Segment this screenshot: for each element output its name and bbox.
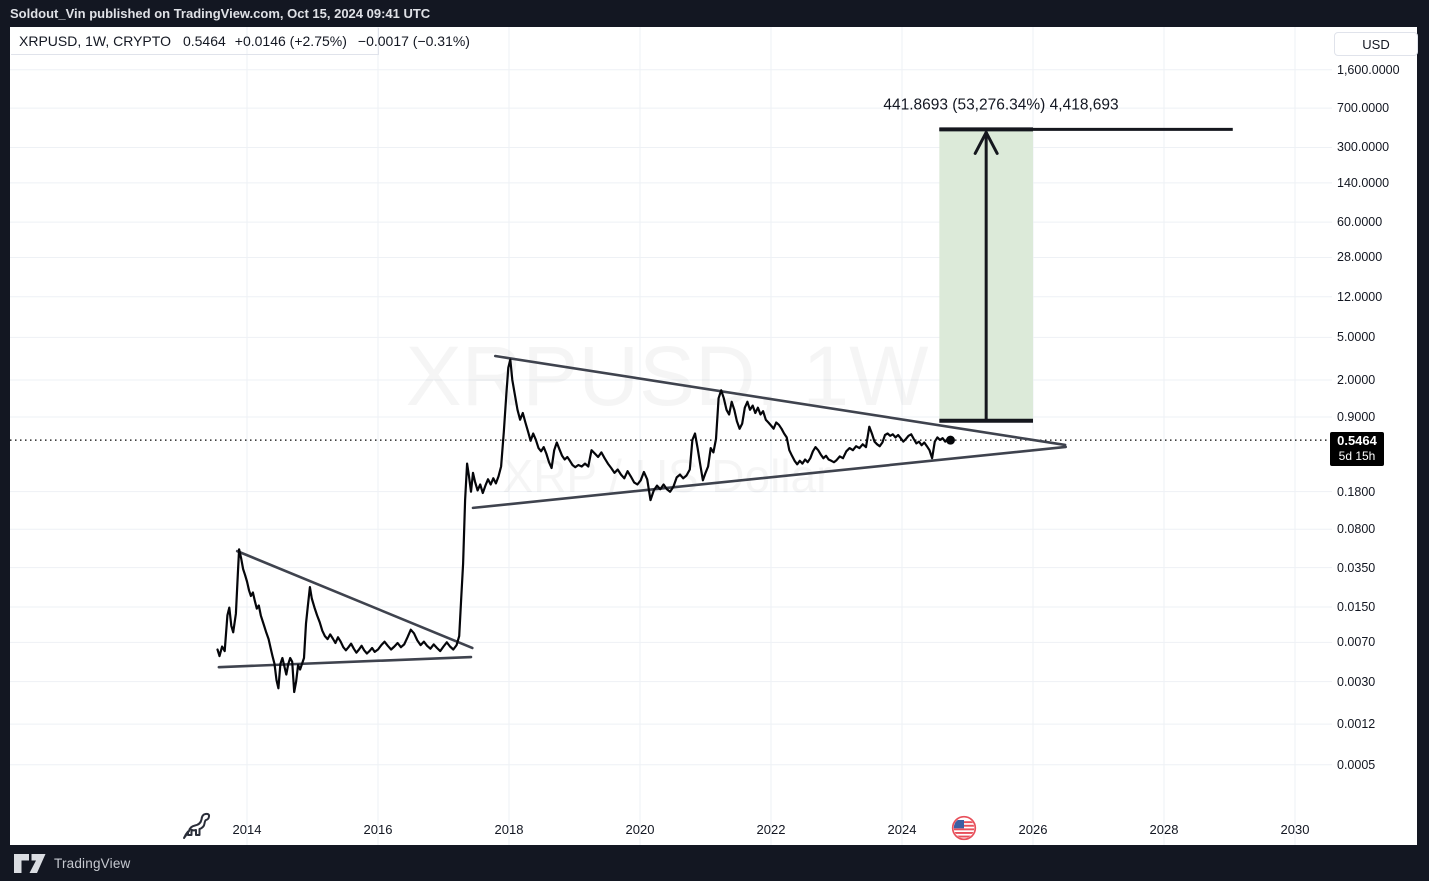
price-scale-label-0.9000: 0.9000 <box>1337 410 1376 424</box>
price-scale-label-0.0350: 0.0350 <box>1337 560 1376 575</box>
price-scale-label-60.0000: 60.0000 <box>1337 215 1383 230</box>
time-scale-label-2022: 2022 <box>756 822 786 837</box>
last-price-value: 0.5464 <box>1337 433 1377 449</box>
tradingview-brand-text[interactable]: TradingView <box>54 855 131 871</box>
footer-bar: TradingView <box>0 845 1429 881</box>
last-price-badge: 0.5464 5d 15h <box>1330 432 1384 467</box>
time-scale-label-2020: 2020 <box>625 822 655 837</box>
price-scale-label-700.0000: 700.0000 <box>1337 101 1390 116</box>
price-scale-label-1,600.0000: 1,600.0000 <box>1337 62 1400 77</box>
price-scale-label-5.0000: 5.0000 <box>1337 330 1376 345</box>
projection-label: 441.8693 (53,276.34%) 4,418,693 <box>883 96 1118 113</box>
projection-arrowhead-left <box>973 130 988 155</box>
time-scale-label-2026: 2026 <box>1018 822 1048 837</box>
time-scale-label-2014: 2014 <box>232 822 262 837</box>
price-scale-label-28.0000: 28.0000 <box>1337 250 1383 265</box>
time-scale-label-2016: 2016 <box>363 822 393 837</box>
trendline-major-ascending-support <box>471 445 1068 510</box>
published-bar: Soldout_Vin published on TradingView.com… <box>0 0 1429 27</box>
price-scale-label-2.0000: 2.0000 <box>1337 372 1376 387</box>
legend-last-price: 0.5464 <box>182 33 226 49</box>
currency-unit-button[interactable]: USD <box>1334 32 1418 56</box>
price-scale-label-0.0070: 0.0070 <box>1337 635 1376 650</box>
price-scale-label-0.0800: 0.0800 <box>1337 522 1376 537</box>
time-scale-label-2018: 2018 <box>494 822 524 837</box>
trendline-early-descending-resistance <box>235 549 474 650</box>
watermark-symbol: XRPUSD, 1W <box>406 329 929 423</box>
price-scale-label-0.0030: 0.0030 <box>1337 674 1376 689</box>
symbol-legend: XRPUSD, 1W, CRYPTO 0.5464 +0.0146 (+2.75… <box>11 28 470 55</box>
trendline-early-support <box>217 655 473 669</box>
price-scale-label-0.0150: 0.0150 <box>1337 599 1376 614</box>
bar-countdown: 5d 15h <box>1338 449 1376 464</box>
us-flag-event-icon[interactable] <box>951 815 977 841</box>
projection-arrowhead-right <box>984 130 999 155</box>
time-scale-label-2028: 2028 <box>1149 822 1179 837</box>
symbol-title: XRPUSD, 1W, CRYPTO <box>19 33 171 49</box>
price-line-series <box>216 358 952 694</box>
price-scale-label-140.0000: 140.0000 <box>1337 175 1390 190</box>
time-scale-label-2024: 2024 <box>887 822 917 837</box>
trendline-major-descending-resistance <box>493 354 1067 447</box>
price-scale-label-12.0000: 12.0000 <box>1337 289 1383 304</box>
price-scale-label-0.0012: 0.0012 <box>1337 717 1376 732</box>
published-text: Soldout_Vin published on TradingView.com… <box>10 6 431 21</box>
legend-change-1: +0.0146 (+2.75%) <box>234 33 347 49</box>
dino-icon <box>183 812 211 839</box>
price-scale-label-0.1800: 0.1800 <box>1337 484 1376 499</box>
currency-unit-label: USD <box>1362 36 1390 52</box>
legend-change-2: −0.0017 (−0.31%) <box>357 33 470 49</box>
tradingview-logo-icon[interactable] <box>13 853 47 874</box>
chart-pane: XRPUSD, 1W XRP / US Dollar 441.8693 (53,27… <box>10 27 1418 845</box>
price-scale-label-300.0000: 300.0000 <box>1337 140 1390 155</box>
price-scale-label-0.0005: 0.0005 <box>1337 757 1376 772</box>
time-scale-label-2030: 2030 <box>1280 822 1310 837</box>
last-price-dot <box>945 435 955 445</box>
